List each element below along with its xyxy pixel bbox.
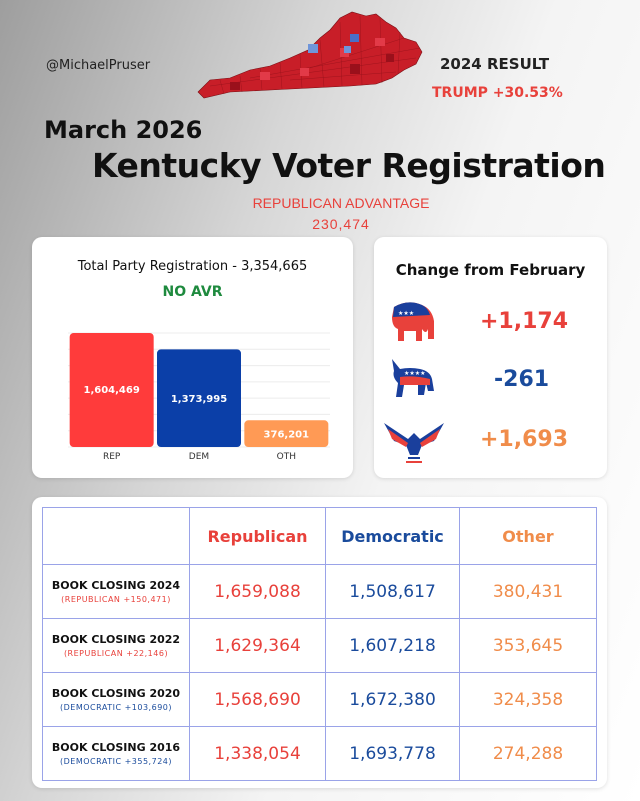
svg-text:★★★★: ★★★★: [404, 370, 426, 377]
header-democratic: Democratic: [325, 507, 460, 565]
eagle-icon: [384, 423, 444, 463]
chart-title: Total Party Registration - 3,354,665: [77, 259, 308, 274]
header-other: Other: [459, 507, 597, 565]
cell-other: 380,431: [459, 564, 597, 619]
elephant-icon: ★★★: [392, 302, 434, 341]
row-label: BOOK CLOSING 2022: [51, 633, 181, 646]
author-handle: @MichaelPruser: [46, 58, 151, 73]
row-advantage: (DEMOCRATIC +103,690): [60, 703, 172, 712]
report-month: March 2026: [44, 116, 203, 144]
cell-republican: 1,338,054: [189, 726, 326, 781]
row-advantage: (REPUBLICAN +150,471): [61, 595, 171, 604]
cell-republican: 1,568,690: [189, 672, 326, 727]
cell-democratic: 1,508,617: [325, 564, 460, 619]
result-value: TRUMP +30.53%: [432, 85, 563, 101]
book-closing-table: Republican Democratic Other BOOK CLOSING…: [42, 507, 597, 781]
table-row: BOOK CLOSING 2020 (DEMOCRATIC +103,690) …: [42, 672, 597, 727]
row-label-cell: BOOK CLOSING 2024 (REPUBLICAN +150,471): [42, 564, 190, 619]
table-row: BOOK CLOSING 2022 (REPUBLICAN +22,146) 1…: [42, 618, 597, 673]
cell-democratic: 1,693,778: [325, 726, 460, 781]
x-tick-label: DEM: [189, 452, 209, 462]
bar-value-label: 376,201: [264, 430, 310, 441]
bar-oth: [244, 420, 329, 447]
bar-value-label: 1,604,469: [84, 385, 140, 396]
change-other: +1,693: [480, 427, 569, 452]
x-tick-label: OTH: [277, 452, 296, 462]
cell-other: 353,645: [459, 618, 597, 673]
cell-democratic: 1,607,218: [325, 618, 460, 673]
change-democratic: -261: [494, 367, 550, 392]
row-label-cell: BOOK CLOSING 2022 (REPUBLICAN +22,146): [42, 618, 190, 673]
svg-text:★★★: ★★★: [398, 310, 414, 317]
history-table-card: Republican Democratic Other BOOK CLOSING…: [32, 497, 607, 788]
table-row: BOOK CLOSING 2016 (DEMOCRATIC +355,724) …: [42, 726, 597, 781]
advantage-value: 230,474: [312, 216, 370, 232]
advantage-label: REPUBLICAN ADVANTAGE: [252, 195, 430, 211]
cell-other: 274,288: [459, 726, 597, 781]
bar-rep: [69, 333, 154, 447]
row-label: BOOK CLOSING 2020: [51, 687, 181, 700]
cell-other: 324,358: [459, 672, 597, 727]
row-advantage: (REPUBLICAN +22,146): [63, 649, 169, 658]
bar-dem: [157, 349, 241, 447]
row-label: BOOK CLOSING 2024: [51, 579, 181, 592]
table-header-row: Republican Democratic Other: [42, 507, 597, 565]
table-corner-cell: [42, 507, 190, 565]
monthly-change-card: Change from February ★★★ +1,174 ★★★★ -26…: [374, 237, 607, 478]
table-row: BOOK CLOSING 2024 (REPUBLICAN +150,471) …: [42, 564, 597, 619]
x-tick-label: REP: [103, 452, 121, 462]
cell-republican: 1,659,088: [189, 564, 326, 619]
chart-subtitle: NO AVR: [162, 284, 223, 300]
header-republican: Republican: [189, 507, 326, 565]
registration-bar-chart: 1,604,469 REP 1,373,995 DEM 376,201 OTH: [68, 332, 330, 462]
row-label: BOOK CLOSING 2016: [51, 741, 181, 754]
result-label: 2024 RESULT: [440, 55, 550, 73]
row-advantage: (DEMOCRATIC +355,724): [60, 757, 172, 766]
bar-value-label: 1,373,995: [171, 394, 227, 405]
registration-chart-card: Total Party Registration - 3,354,665 NO …: [32, 237, 353, 478]
kentucky-county-map: [197, 11, 423, 99]
cell-republican: 1,629,364: [189, 618, 326, 673]
donkey-icon: ★★★★: [392, 359, 434, 397]
row-label-cell: BOOK CLOSING 2020 (DEMOCRATIC +103,690): [42, 672, 190, 727]
cell-democratic: 1,672,380: [325, 672, 460, 727]
change-title: Change from February: [395, 261, 586, 279]
change-republican: +1,174: [480, 309, 569, 334]
page-title: Kentucky Voter Registration: [92, 146, 606, 185]
row-label-cell: BOOK CLOSING 2016 (DEMOCRATIC +355,724): [42, 726, 190, 781]
